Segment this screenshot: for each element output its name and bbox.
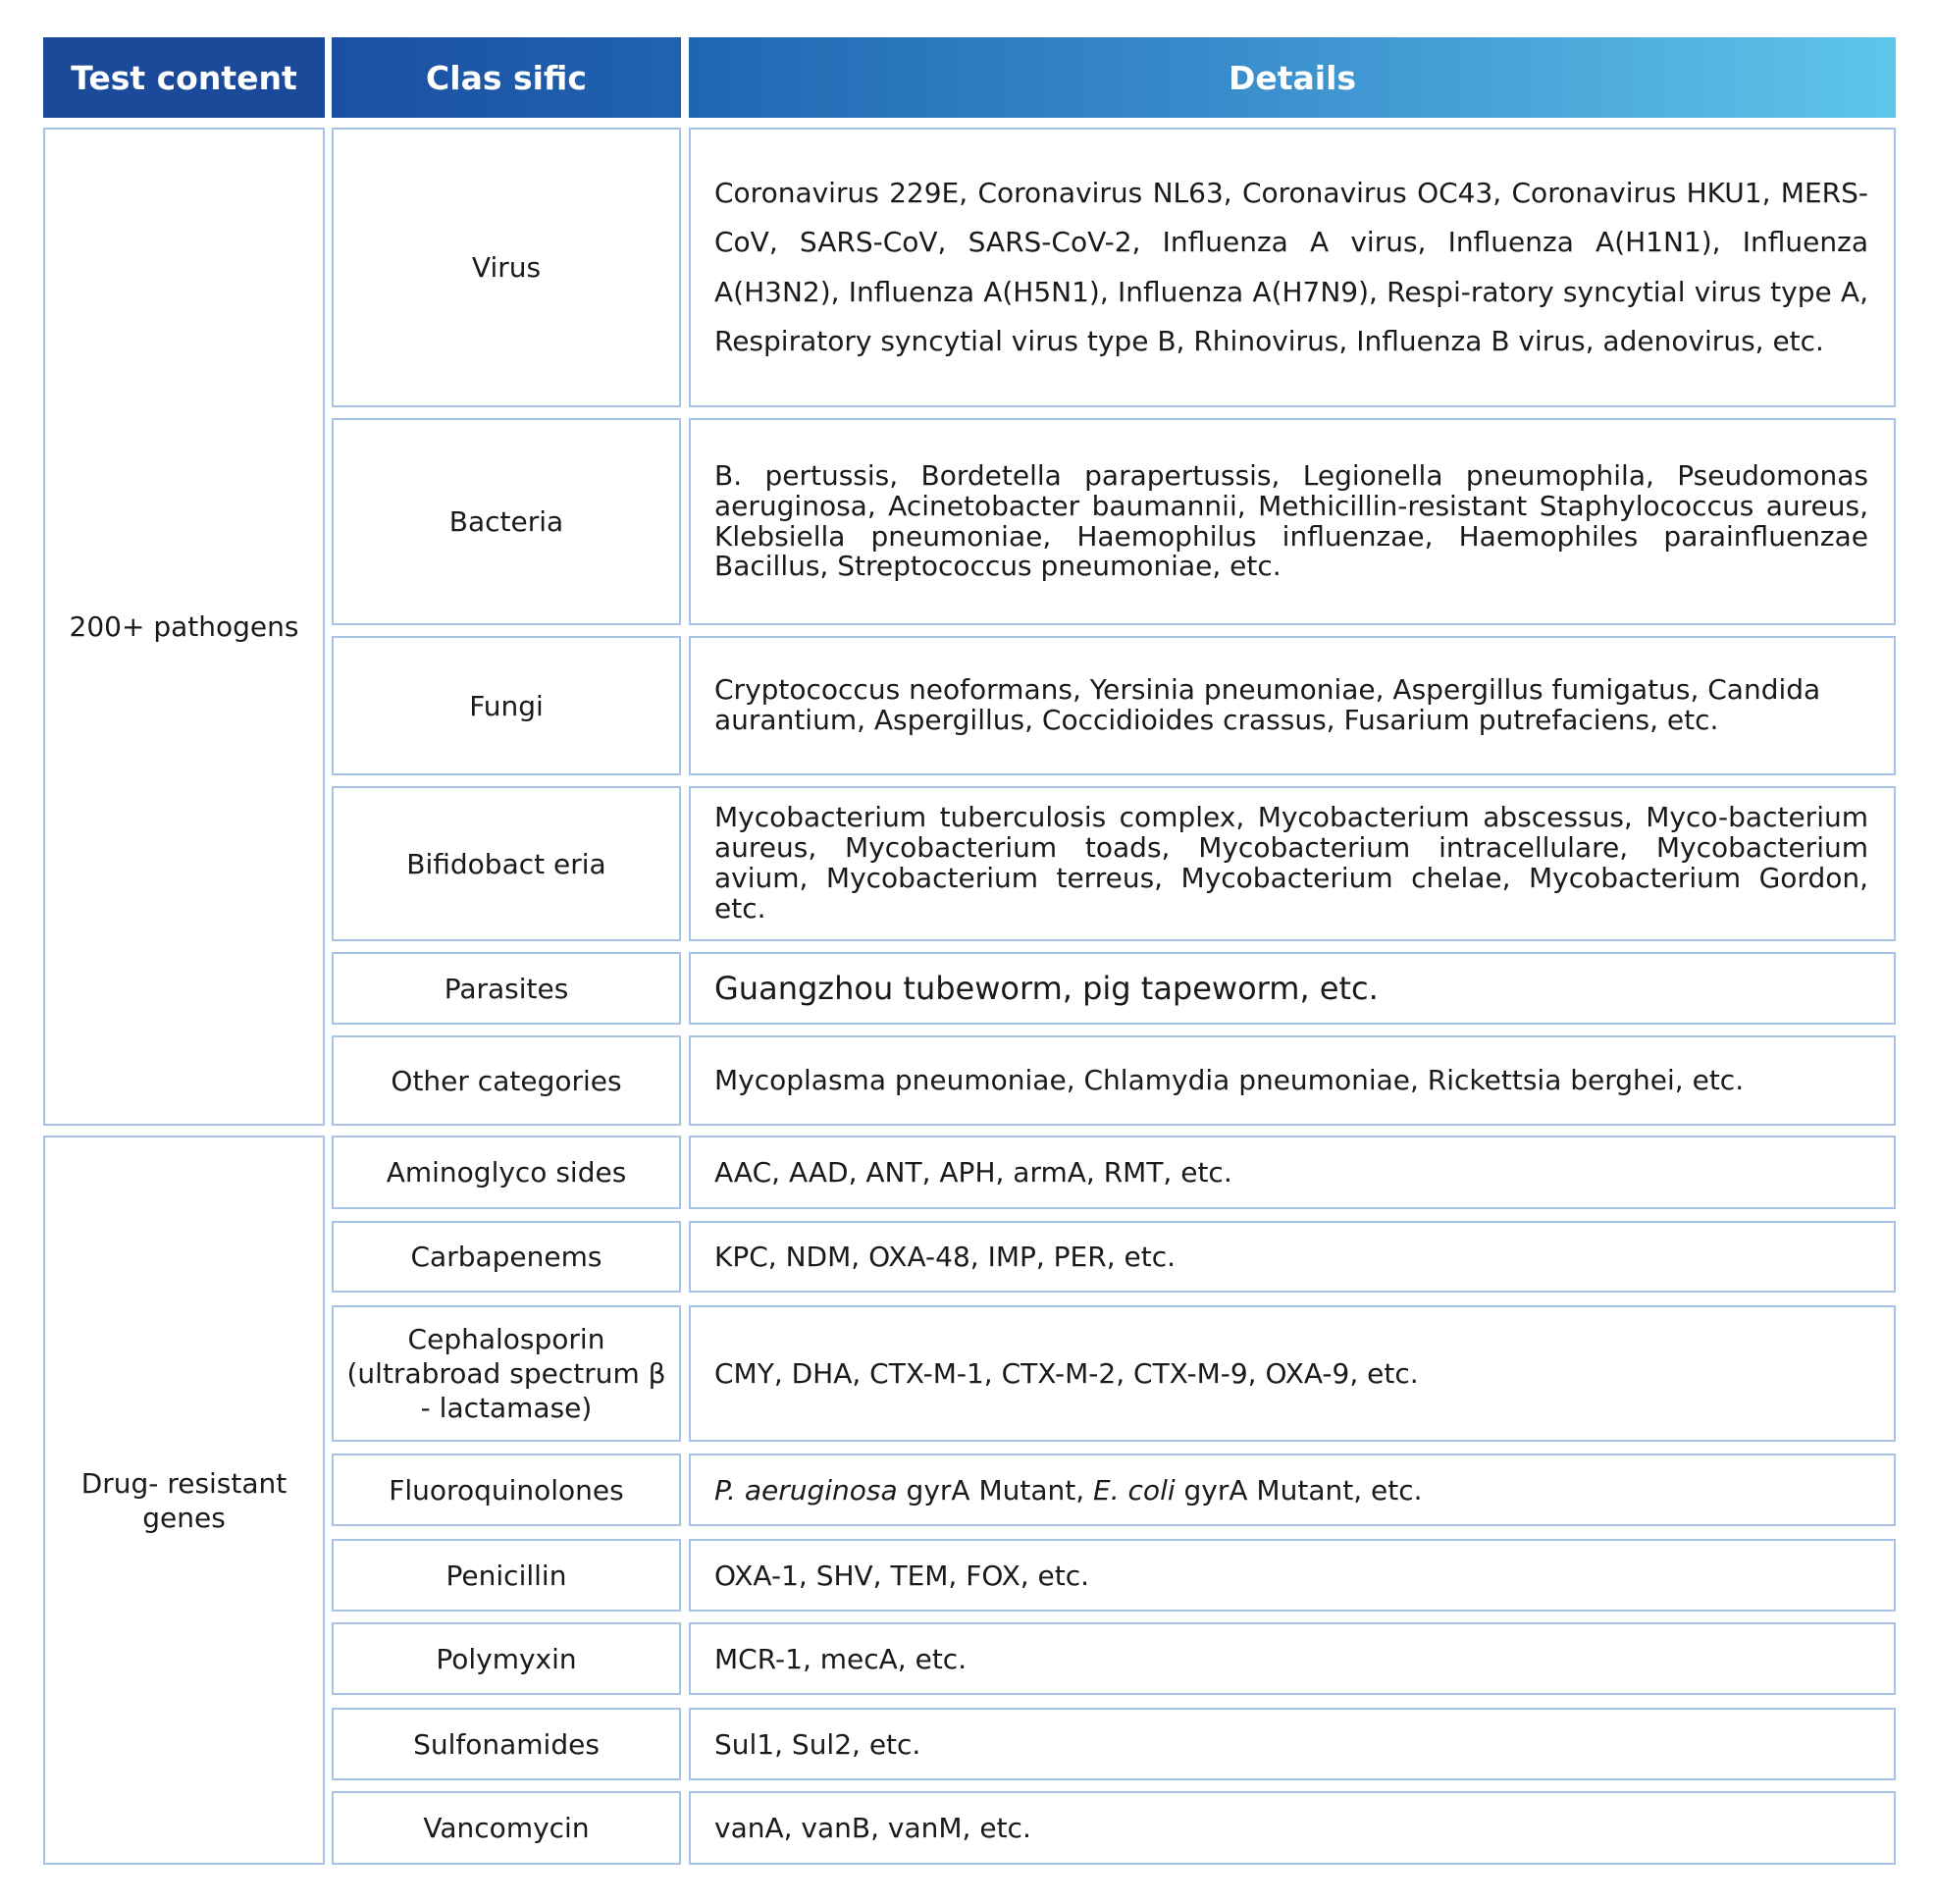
details-cell: KPC, NDM, OXA-48, IMP, PER, etc. [689,1221,1896,1293]
classification-label: Bacteria [448,505,564,538]
details-text: CMY, DHA, CTX-M-1, CTX-M-2, CTX-M-9, OXA… [714,1357,1419,1390]
header-label: Test content [71,58,297,97]
group-label-cell: 200+ pathogens [43,128,325,1126]
group-label-cell: Drug- resistant genes [43,1136,325,1865]
classification-label: Fluoroquinolones [389,1473,624,1507]
details-cell: Mycoplasma pneumoniae, Chlamydia pneumon… [689,1035,1896,1126]
classification-cell: Cephalosporin (ultrabroad spectrum β - l… [332,1305,681,1442]
classification-label: Other categories [391,1064,622,1097]
classification-cell: Parasites [332,952,681,1025]
classification-cell: Fungi [332,636,681,775]
classification-cell: Bifidobact eria [332,786,681,941]
details-text: Guangzhou tubeworm, pig tapeworm, etc. [714,970,1379,1007]
details-text: Sul1, Sul2, etc. [714,1727,921,1761]
details-cell: B. pertussis, Bordetella parapertussis, … [689,418,1896,625]
details-fragment: gyrA Mutant, [897,1473,1094,1507]
header-label: Details [1228,58,1357,97]
classification-label: Vancomycin [423,1812,590,1844]
classification-cell: Fluoroquinolones [332,1454,681,1526]
details-cell: Guangzhou tubeworm, pig tapeworm, etc. [689,952,1896,1025]
classification-label: Virus [471,251,542,284]
classification-label: Fungi [469,689,544,722]
details-fragment: P. aeruginosa [714,1473,898,1507]
classification-label: Polymyxin [436,1642,577,1675]
header-details: Details [689,37,1896,118]
classification-cell: Virus [332,128,681,407]
classification-cell: Other categories [332,1035,681,1126]
details-cell: OXA-1, SHV, TEM, FOX, etc. [689,1539,1896,1612]
details-cell: Mycobacterium tuberculosis complex, Myco… [689,786,1896,941]
group-label: 200+ pathogens [69,610,299,643]
header-label: Clas sific [426,58,587,97]
details-text: Mycobacterium tuberculosis complex, Myco… [714,801,1868,925]
classification-cell: Aminoglyco sides [332,1136,681,1209]
details-text: AAC, AAD, ANT, APH, armA, RMT, etc. [714,1156,1232,1189]
details-cell: Cryptococcus neoformans, Yersinia pneumo… [689,636,1896,775]
classification-label: Sulfonamides [413,1727,600,1761]
details-text: OXA-1, SHV, TEM, FOX, etc. [714,1559,1090,1592]
classification-label: Penicillin [445,1559,567,1592]
details-fragment: gyrA Mutant, etc. [1175,1473,1423,1507]
classification-label: Bifidobact eria [406,847,606,880]
header-classific: Clas sific [332,37,681,118]
details-text: B. pertussis, Bordetella parapertussis, … [714,458,1868,583]
classification-cell: Sulfonamides [332,1708,681,1780]
header-test-content: Test content [43,37,325,118]
details-cell: Sul1, Sul2, etc. [689,1708,1896,1780]
classification-label: Cephalosporin (ultrabroad spectrum β - l… [346,1323,666,1424]
classification-cell: Polymyxin [332,1622,681,1695]
details-cell: CMY, DHA, CTX-M-1, CTX-M-2, CTX-M-9, OXA… [689,1305,1896,1442]
details-cell: P. aeruginosa gyrA Mutant, E. coli gyrA … [689,1454,1896,1526]
classification-cell: Vancomycin [332,1791,681,1865]
classification-label: Carbapenems [410,1241,602,1273]
details-text: vanA, vanB, vanM, etc. [714,1812,1031,1844]
classification-cell: Carbapenems [332,1221,681,1293]
group-label: Drug- resistant genes [80,1466,288,1534]
details-text: Cryptococcus neoformans, Yersinia pneumo… [714,673,1821,736]
details-cell: Coronavirus 229E, Coronavirus NL63, Coro… [689,128,1896,407]
details-text: KPC, NDM, OXA-48, IMP, PER, etc. [714,1241,1176,1273]
details-fragment: E. coli [1093,1473,1176,1507]
details-cell: AAC, AAD, ANT, APH, armA, RMT, etc. [689,1136,1896,1209]
classification-cell: Penicillin [332,1539,681,1612]
details-cell: MCR-1, mecA, etc. [689,1622,1896,1695]
details-cell: vanA, vanB, vanM, etc. [689,1791,1896,1865]
details-text: MCR-1, mecA, etc. [714,1642,968,1675]
classification-label: Parasites [444,972,569,1005]
classification-label: Aminoglyco sides [386,1156,627,1189]
classification-cell: Bacteria [332,418,681,625]
details-text: Mycoplasma pneumoniae, Chlamydia pneumon… [714,1063,1745,1096]
details-text: P. aeruginosa gyrA Mutant, E. coli gyrA … [714,1473,1868,1507]
details-text: Coronavirus 229E, Coronavirus NL63, Coro… [714,176,1868,357]
